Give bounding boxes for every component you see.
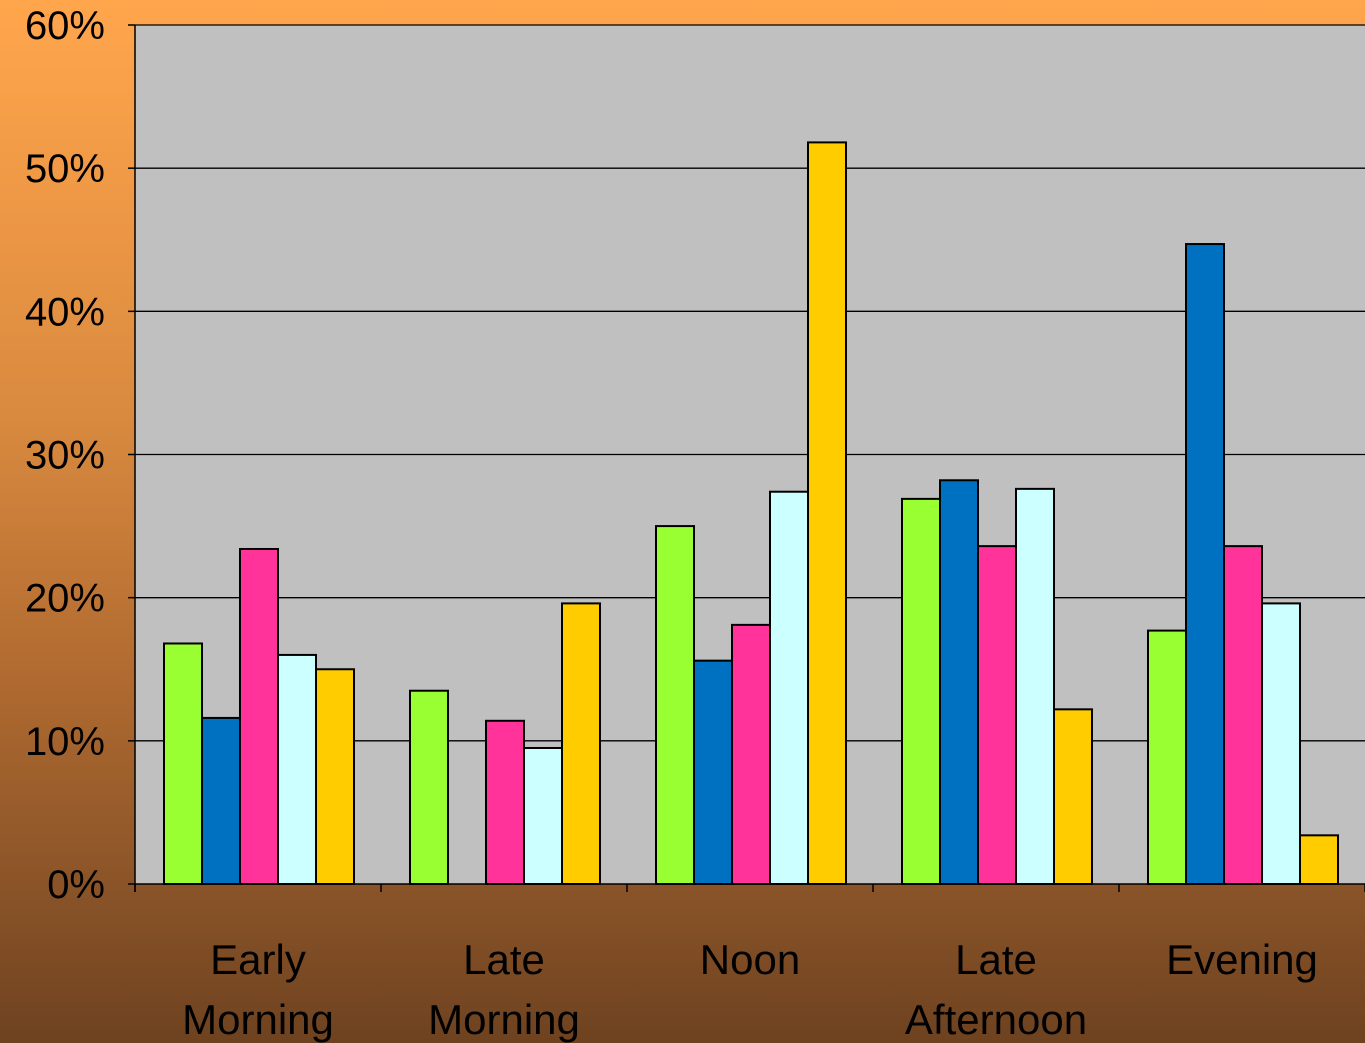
x-axis-category-labels: Early Morning Late Morning Noon Late Afternoon… bbox=[182, 936, 1318, 1043]
axes bbox=[128, 24, 1365, 892]
bar bbox=[239, 547, 279, 885]
x-category-label: Late Morning bbox=[428, 936, 580, 1043]
bar bbox=[561, 602, 601, 885]
x-category-label: Early Morning bbox=[182, 936, 334, 1043]
y-tick-label: 30% bbox=[25, 434, 105, 478]
y-tick-label: 20% bbox=[25, 577, 105, 621]
bars bbox=[163, 141, 1339, 886]
bar bbox=[163, 642, 203, 885]
y-tick-label: 40% bbox=[25, 290, 105, 334]
bar bbox=[1299, 834, 1339, 885]
bar bbox=[485, 719, 525, 885]
bar bbox=[1147, 629, 1187, 885]
bar bbox=[977, 545, 1017, 885]
bar bbox=[1223, 545, 1263, 885]
bar bbox=[1185, 243, 1225, 886]
bar bbox=[807, 141, 847, 885]
bar bbox=[939, 479, 979, 885]
bar bbox=[201, 716, 241, 886]
bar bbox=[655, 525, 695, 885]
bar bbox=[315, 668, 355, 885]
bar bbox=[277, 653, 317, 886]
x-category-label: Noon bbox=[700, 936, 800, 983]
bar bbox=[1053, 708, 1093, 885]
bar bbox=[523, 746, 563, 885]
bar bbox=[731, 623, 771, 885]
bar bbox=[769, 490, 809, 885]
bar bbox=[409, 689, 449, 885]
x-category-label: Late Afternoon bbox=[905, 936, 1087, 1043]
x-category-label: Evening bbox=[1166, 936, 1318, 983]
y-tick-label: 0% bbox=[47, 863, 105, 907]
bar bbox=[901, 497, 941, 885]
y-tick-label: 10% bbox=[25, 720, 105, 764]
bar bbox=[1015, 487, 1055, 885]
y-tick-label: 60% bbox=[25, 4, 105, 48]
y-tick-label: 50% bbox=[25, 147, 105, 191]
y-axis-tick-labels: 0% 10% 20% 30% 40% 50% 60% bbox=[25, 4, 105, 907]
bar bbox=[1261, 602, 1301, 885]
bar bbox=[693, 659, 733, 885]
